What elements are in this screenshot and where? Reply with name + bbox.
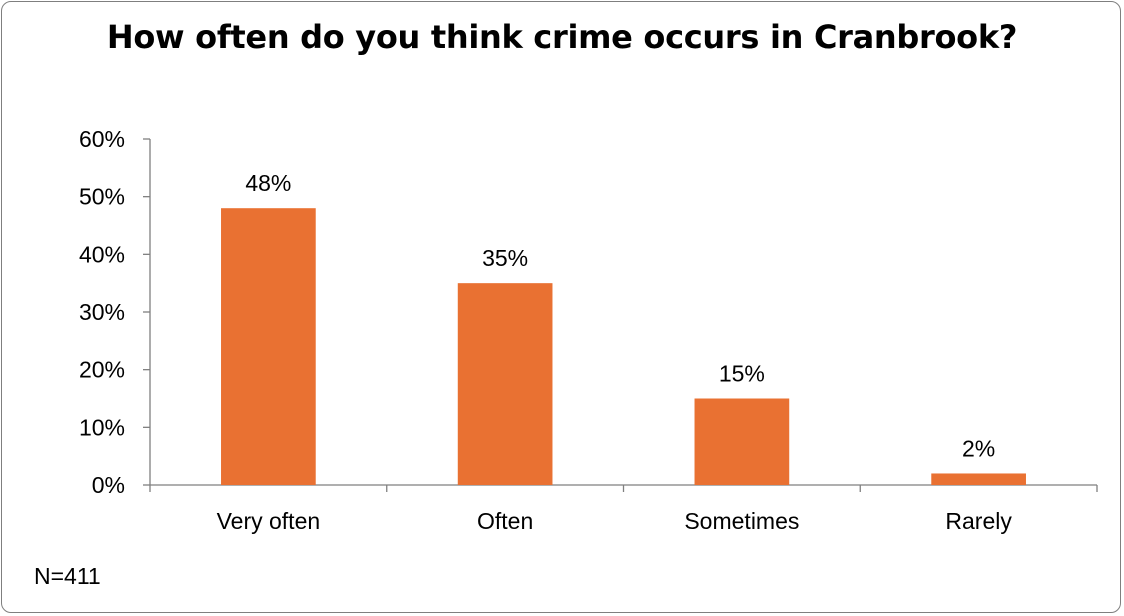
- x-axis-category-label: Rarely: [945, 508, 1012, 534]
- y-axis-tick-label: 0%: [92, 472, 125, 498]
- y-axis-tick-label: 40%: [79, 241, 125, 267]
- x-axis-category-label: Very often: [217, 508, 321, 534]
- x-axis-category-label: Sometimes: [684, 508, 799, 534]
- y-axis-tick-label: 60%: [79, 126, 125, 152]
- data-label: 15%: [719, 361, 765, 387]
- y-axis-tick-label: 50%: [79, 184, 125, 210]
- sample-size-note: N=411: [34, 563, 101, 589]
- bar: [221, 208, 316, 485]
- y-axis-tick-label: 20%: [79, 357, 125, 383]
- chart-title: How often do you think crime occurs in C…: [106, 18, 1018, 56]
- data-label: 48%: [245, 170, 291, 196]
- bar: [457, 283, 553, 485]
- data-label: 2%: [962, 435, 995, 461]
- data-label: 35%: [482, 245, 528, 271]
- y-axis-tick-label: 30%: [79, 299, 125, 325]
- bar: [694, 398, 790, 485]
- y-axis-tick-label: 10%: [79, 414, 125, 440]
- x-axis-category-label: Often: [477, 508, 533, 534]
- bar: [931, 473, 1026, 485]
